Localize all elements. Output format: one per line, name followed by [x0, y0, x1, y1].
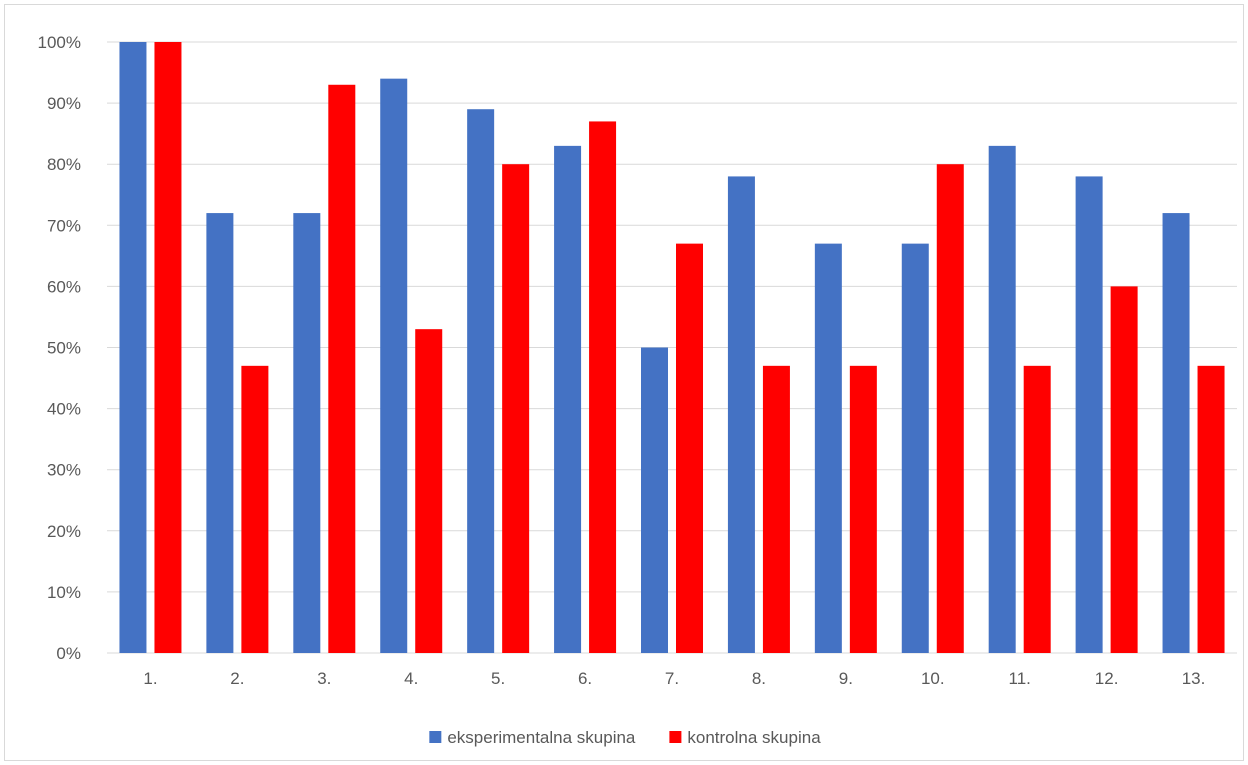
x-tick-label: 3. [317, 669, 331, 688]
bar-kontrolna-4 [415, 329, 443, 653]
bar-kontrolna-7 [676, 243, 703, 653]
x-tick-label: 2. [230, 669, 244, 688]
bar-kontrolna-11 [1023, 365, 1051, 653]
x-tick-label: 12. [1095, 669, 1119, 688]
x-tick-label: 7. [665, 669, 679, 688]
bar-eksperimentalna-2 [206, 213, 234, 653]
legend-label-kontrolna: kontrolna skupina [687, 728, 821, 747]
y-tick-label: 10% [47, 583, 81, 602]
y-tick-label: 70% [47, 216, 81, 235]
bar-kontrolna-6 [589, 121, 617, 654]
y-tick-label: 0% [56, 644, 81, 663]
y-tick-label: 60% [47, 277, 81, 296]
bar-eksperimentalna-13 [1162, 213, 1190, 653]
bar-eksperimentalna-6 [554, 145, 582, 653]
chart-frame: 0% 10% 20% 30% 40% 50% 60% 70% 80% 90% 100% 1. 2. 3.… [4, 4, 1244, 761]
bars [119, 42, 1225, 654]
legend-swatch-kontrolna [669, 731, 682, 743]
y-tick-label: 50% [47, 339, 81, 358]
y-tick-label: 100% [38, 33, 81, 52]
y-tick-label: 20% [47, 522, 81, 541]
legend-label-eksperimentalna: eksperimentalna skupina [447, 728, 636, 747]
bar-kontrolna-10 [936, 164, 964, 653]
bar-eksperimentalna-4 [380, 78, 408, 653]
bar-eksperimentalna-1 [119, 42, 147, 653]
bar-kontrolna-1 [154, 42, 182, 653]
y-tick-label: 90% [47, 94, 81, 113]
bar-eksperimentalna-7 [641, 347, 668, 653]
x-tick-label: 11. [1009, 669, 1031, 688]
x-tick-label: 13. [1182, 669, 1206, 688]
bar-eksperimentalna-9 [814, 243, 842, 653]
x-tick-label: 10. [921, 669, 945, 688]
x-tick-label: 4. [404, 669, 418, 688]
y-tick-label: 30% [47, 461, 81, 480]
bar-eksperimentalna-12 [1075, 176, 1103, 654]
bar-kontrolna-8 [762, 365, 790, 653]
bar-eksperimentalna-10 [901, 243, 929, 653]
x-tick-label: 5. [491, 669, 505, 688]
legend: eksperimentalna skupina kontrolna skupina [429, 728, 821, 747]
bar-chart: 0% 10% 20% 30% 40% 50% 60% 70% 80% 90% 100% 1. 2. 3.… [38, 33, 1237, 747]
y-axis-tick-labels: 0% 10% 20% 30% 40% 50% 60% 70% 80% 90% 100% [38, 33, 81, 663]
bar-kontrolna-13 [1197, 365, 1225, 653]
bar-eksperimentalna-8 [727, 176, 755, 654]
bar-kontrolna-9 [849, 365, 877, 653]
bar-eksperimentalna-3 [293, 213, 321, 653]
x-axis-tick-labels: 1. 2. 3. 4. 5. 6. 7. 8. 9. 10. 11. 12. 13. [143, 669, 1205, 688]
y-tick-label: 40% [47, 400, 81, 419]
bar-eksperimentalna-5 [467, 109, 495, 653]
bar-kontrolna-2 [241, 365, 269, 653]
x-tick-label: 9. [839, 669, 853, 688]
bar-kontrolna-12 [1110, 286, 1138, 653]
x-tick-label: 1. [143, 669, 157, 688]
bar-kontrolna-3 [328, 84, 356, 653]
legend-swatch-eksperimentalna [429, 731, 442, 743]
y-tick-label: 80% [47, 155, 81, 174]
bar-kontrolna-5 [502, 164, 530, 653]
gridlines [107, 41, 1237, 654]
x-tick-label: 6. [578, 669, 592, 688]
bar-eksperimentalna-11 [988, 145, 1016, 653]
x-tick-label: 8. [752, 669, 766, 688]
